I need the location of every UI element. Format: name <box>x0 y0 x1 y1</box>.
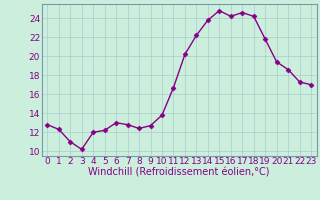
X-axis label: Windchill (Refroidissement éolien,°C): Windchill (Refroidissement éolien,°C) <box>88 168 270 178</box>
